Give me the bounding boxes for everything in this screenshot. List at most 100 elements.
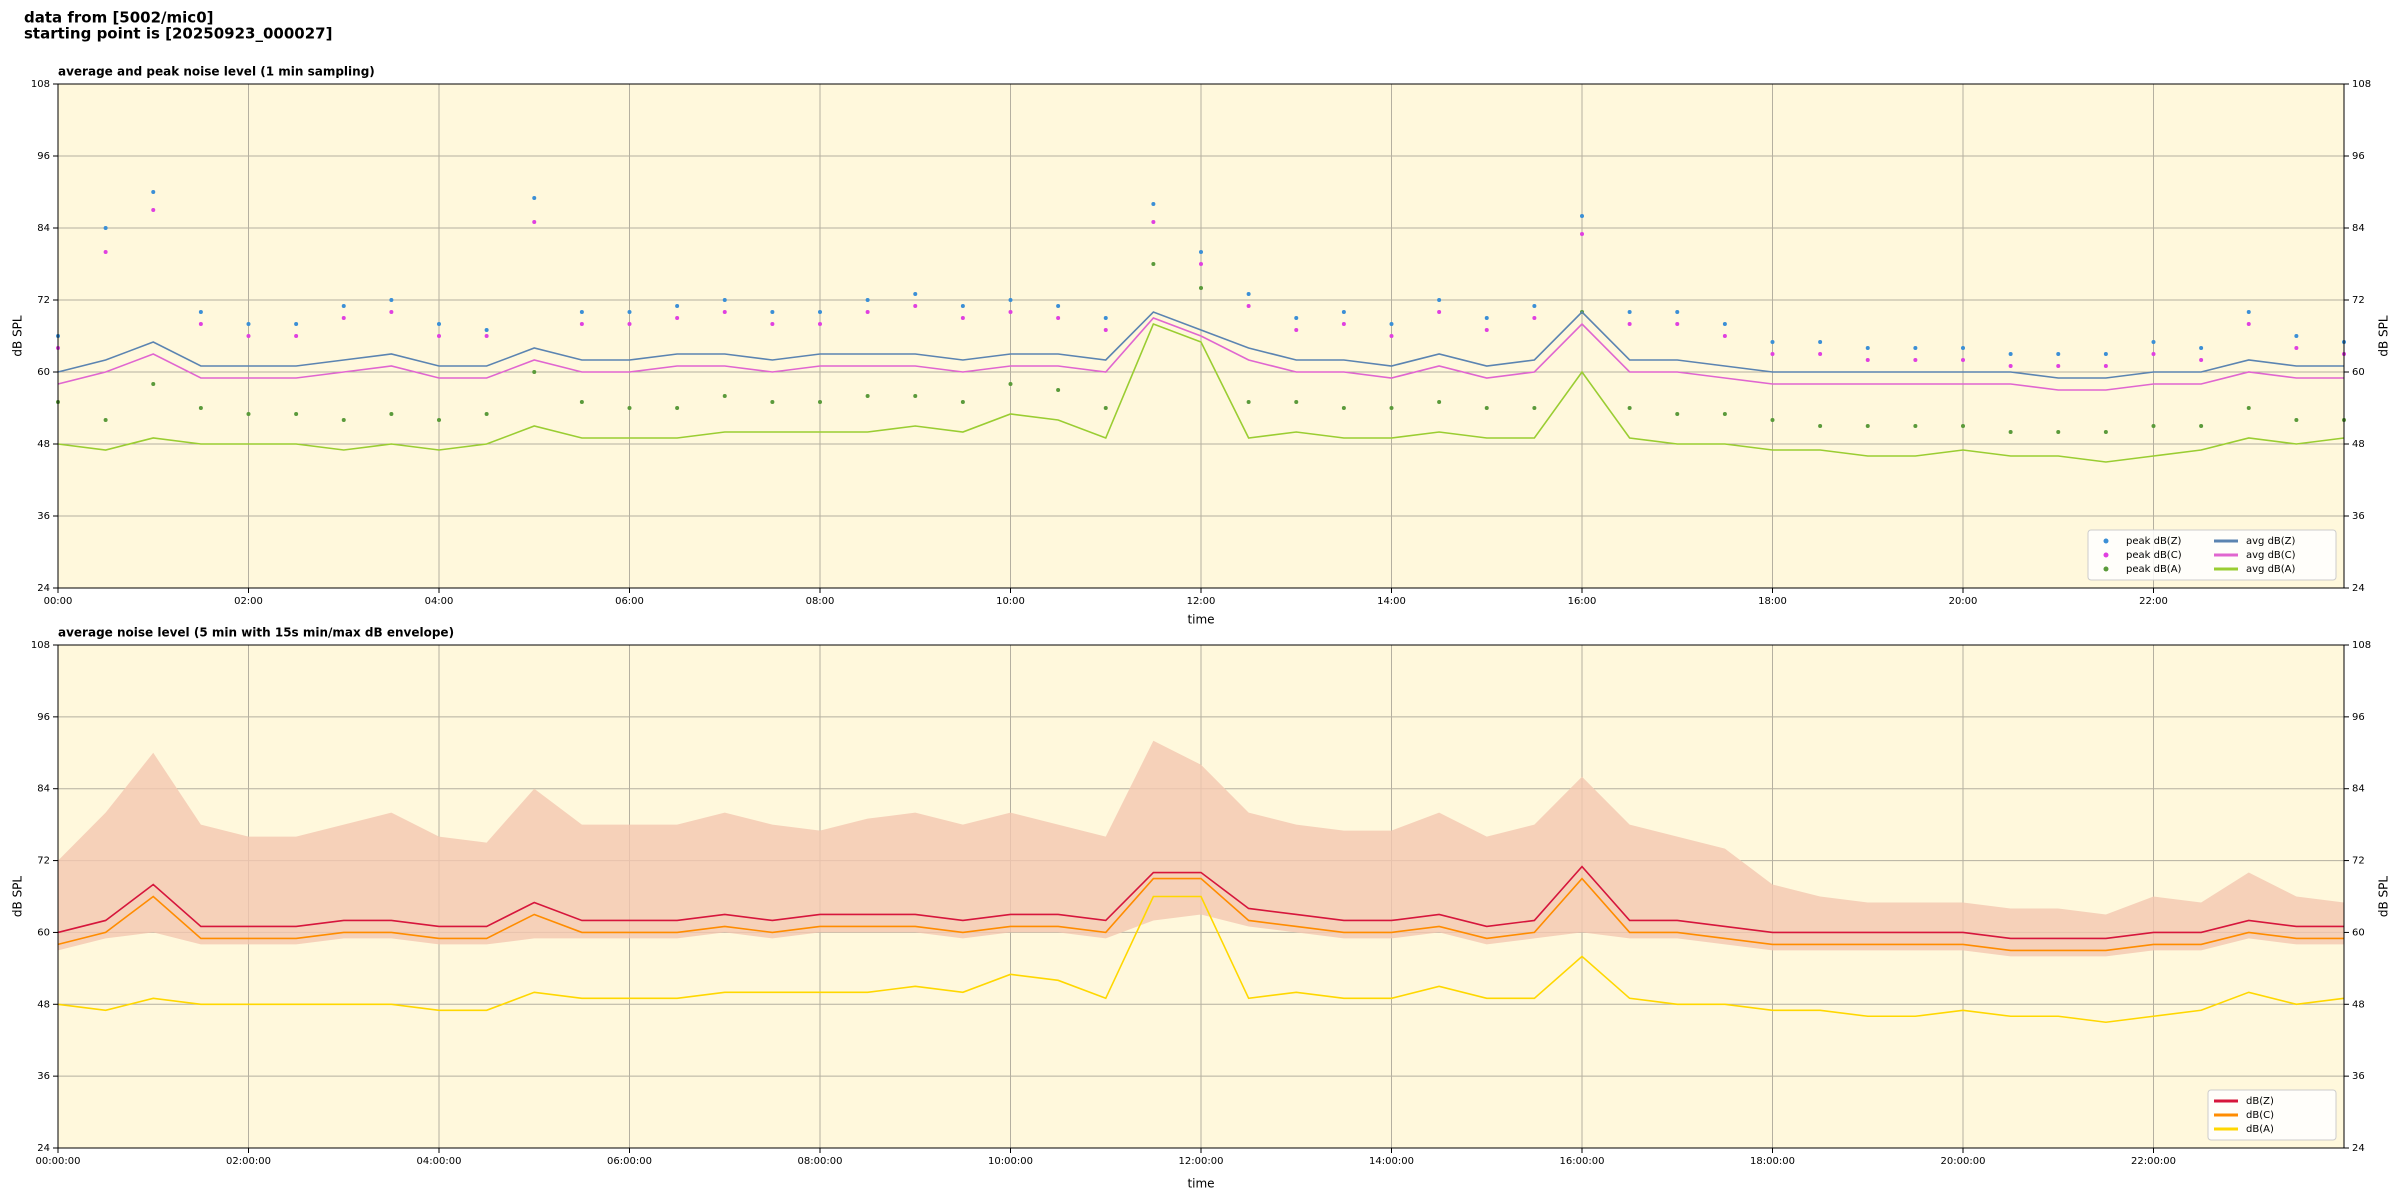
legend-marker [2103, 566, 2109, 572]
peak-point [627, 322, 632, 326]
y2-axis-label: dB SPL [2377, 876, 2391, 918]
peak-point [627, 310, 632, 314]
peak-point [1246, 304, 1251, 308]
y-axis-label: dB SPL [11, 315, 25, 357]
peak-point [2151, 352, 2156, 356]
x-tick-label: 06:00:00 [607, 1156, 652, 1167]
x-tick-label: 02:00:00 [226, 1156, 271, 1167]
peak-point [198, 322, 203, 326]
peak-point [198, 406, 203, 410]
peak-point [2246, 310, 2251, 314]
peak-point [1341, 310, 1346, 314]
y2-axis-label: dB SPL [2377, 315, 2391, 357]
peak-point [913, 394, 918, 398]
legend-label: dB(A) [2246, 1124, 2274, 1135]
x-tick-label: 14:00:00 [1369, 1156, 1414, 1167]
y2-tick-label: 48 [2352, 999, 2365, 1010]
peak-point [1627, 406, 1632, 410]
peak-point [1770, 340, 1775, 344]
peak-point [1961, 358, 1965, 362]
peak-point [1532, 304, 1537, 308]
x-tick-label: 20:00:00 [1941, 1156, 1986, 1167]
peak-point [913, 292, 918, 296]
peak-point [675, 304, 680, 308]
y2-tick-label: 96 [2352, 151, 2365, 162]
peak-point [1484, 406, 1489, 410]
peak-point [1103, 406, 1108, 410]
peak-point [579, 310, 584, 314]
peak-point [1199, 286, 1203, 290]
y2-tick-label: 36 [2352, 511, 2365, 522]
y-tick-label: 36 [37, 511, 50, 522]
y-tick-label: 108 [31, 79, 50, 90]
series-line [57, 317, 2344, 391]
peak-point [1675, 322, 1680, 326]
y2-tick-label: 60 [2352, 367, 2365, 378]
peak-point [1199, 250, 1203, 254]
x-tick-label: 20:00 [1949, 596, 1978, 607]
peak-point [1865, 358, 1870, 362]
legend-label: peak dB(Z) [2126, 536, 2182, 547]
peak-point [1627, 322, 1632, 326]
peak-point [675, 316, 680, 320]
peak-point [913, 304, 918, 308]
y2-tick-label: 108 [2352, 79, 2371, 90]
peak-point [1437, 310, 1442, 314]
peak-point [294, 412, 299, 416]
y2-tick-label: 24 [2352, 1143, 2365, 1154]
peak-point [722, 310, 727, 314]
legend-box [2207, 1089, 2337, 1141]
y-tick-label: 72 [37, 856, 50, 867]
peak-point [2199, 346, 2204, 350]
y-tick-label: 84 [37, 784, 50, 795]
header-line: data from [5002/mic0] [24, 9, 214, 27]
legend-label: dB(Z) [2246, 1096, 2274, 1107]
y-tick-label: 24 [37, 583, 50, 594]
x-tick-label: 22:00 [2139, 596, 2168, 607]
peak-point [246, 334, 251, 338]
legend-label: dB(C) [2246, 1110, 2274, 1121]
legend-label: avg dB(Z) [2246, 536, 2296, 547]
peak-point [2294, 334, 2299, 338]
peak-point [103, 226, 108, 230]
peak-point [1008, 298, 1013, 302]
peak-point [579, 400, 584, 404]
legend-label: peak dB(C) [2126, 550, 2182, 561]
peak-point [2199, 424, 2204, 428]
peak-point [1675, 310, 1680, 314]
chart-title: average and peak noise level (1 min samp… [58, 65, 375, 79]
series-line [57, 877, 2344, 952]
y-axis-label: dB SPL [11, 876, 25, 918]
peak-point [1294, 328, 1299, 332]
peak-point [1818, 424, 1823, 428]
y-tick-label: 24 [37, 1143, 50, 1154]
legend-label: avg dB(A) [2246, 564, 2296, 575]
x-tick-label: 08:00 [806, 596, 835, 607]
y2-tick-label: 72 [2352, 856, 2365, 867]
y-tick-label: 60 [37, 927, 50, 938]
peak-point [151, 190, 156, 194]
peak-point [341, 304, 346, 308]
peak-point [1008, 382, 1013, 386]
envelope-area [58, 740, 2344, 957]
y2-tick-label: 36 [2352, 1071, 2365, 1082]
y2-tick-label: 84 [2352, 223, 2365, 234]
peak-point [1913, 424, 1918, 428]
y2-tick-label: 48 [2352, 439, 2365, 450]
peak-point [1294, 400, 1299, 404]
legend-label: peak dB(A) [2126, 564, 2182, 575]
peak-point [1961, 424, 1965, 428]
peak-point [1818, 340, 1823, 344]
peak-point [1913, 346, 1918, 350]
peak-point [865, 394, 870, 398]
peak-point [2103, 364, 2108, 368]
peak-point [1484, 328, 1489, 332]
peak-point [389, 412, 394, 416]
peak-point [294, 334, 299, 338]
peak-point [722, 298, 727, 302]
series-line [57, 322, 2345, 463]
y2-tick-label: 72 [2352, 295, 2365, 306]
y-tick-label: 60 [37, 367, 50, 378]
